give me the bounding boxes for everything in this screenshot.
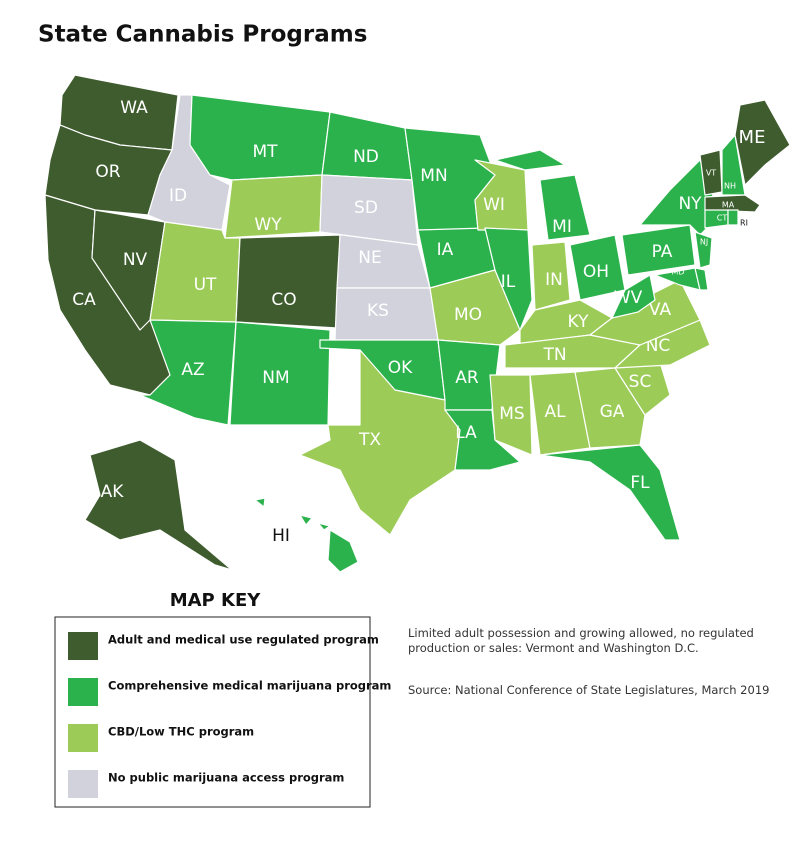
key-label: CBD/Low THC program [108,725,254,739]
state-label: AL [544,402,566,422]
state [429,269,521,346]
source: Source: National Conference of State Leg… [408,683,770,697]
state [621,224,696,276]
state [321,111,413,181]
state [235,234,341,329]
state-label: CT [717,214,728,223]
state-label: IN [545,270,563,290]
state [539,444,681,541]
state-label: MD [671,268,684,277]
state-label: MN [420,166,447,186]
title: State Cannabis Programs [38,22,367,48]
map-key-box [54,616,371,808]
state-label: KS [367,301,389,321]
state [484,227,533,331]
state [494,149,566,171]
key-label: Comprehensive medical marijuana program [108,679,391,693]
state-label: WA [120,98,148,118]
state-label: ID [169,186,187,206]
state [189,94,331,181]
key-label: Adult and medical use regulated program [108,633,379,647]
state [254,497,266,508]
state [611,274,656,319]
state-label: FL [630,473,650,493]
state-label: AK [101,482,125,502]
state-label: NY [678,194,702,214]
state-label: KY [568,312,590,332]
state-label: NC [646,336,671,356]
state [704,194,761,213]
state [327,529,359,573]
state [539,174,591,241]
state [489,374,533,456]
state-label: VA [649,300,672,320]
state-label: NH [724,182,736,191]
key-swatch [68,724,98,752]
state-label: OK [388,358,413,378]
state-label: OH [583,262,609,282]
state [727,209,739,226]
state-label: CA [72,290,96,310]
state [84,439,233,571]
state-label: WV [614,288,643,308]
state [299,349,461,536]
state-label: UT [194,275,217,295]
state-label: VT [706,169,716,178]
state-label: MO [454,305,482,325]
state [694,231,713,269]
state-label: MA [722,201,735,210]
state-label: GA [600,402,625,422]
note: Limited adult possession and growing all… [408,626,754,655]
state-label: NE [358,248,381,268]
state [299,514,313,526]
state [694,267,709,291]
state-label: LA [455,423,477,443]
state-label: TX [358,430,381,450]
key-swatch [68,632,98,660]
state-label: SC [629,372,652,392]
state [317,522,331,531]
state-label: AZ [181,360,204,380]
state-label: MT [252,142,278,162]
key-swatch [68,678,98,706]
state-label: WI [483,195,505,215]
state-label: SD [354,198,378,218]
state-label: IL [501,272,516,292]
state-label: RI [740,219,748,228]
state-label: WY [254,215,282,235]
state-label: MS [499,404,524,424]
state [91,209,166,331]
state-label: MI [552,217,572,237]
state-label: ME [739,127,766,148]
state-label: TN [542,345,566,365]
state [734,99,791,186]
map-key-title: MAP KEY [170,590,262,611]
state [531,241,571,311]
state-label: HI [272,526,290,546]
state-label: OR [95,162,120,182]
state-label: CO [271,290,296,310]
state-label: DE [705,275,716,284]
state-label: ND [353,147,379,167]
state-label: IA [437,240,454,260]
state-label: NV [123,250,148,270]
key-swatch [68,770,98,798]
key-label: No public marijuana access program [108,771,344,785]
state-label: NJ [700,238,708,247]
state-label: PA [652,242,673,262]
state-label: NM [262,368,289,388]
state-label: AR [455,368,479,388]
